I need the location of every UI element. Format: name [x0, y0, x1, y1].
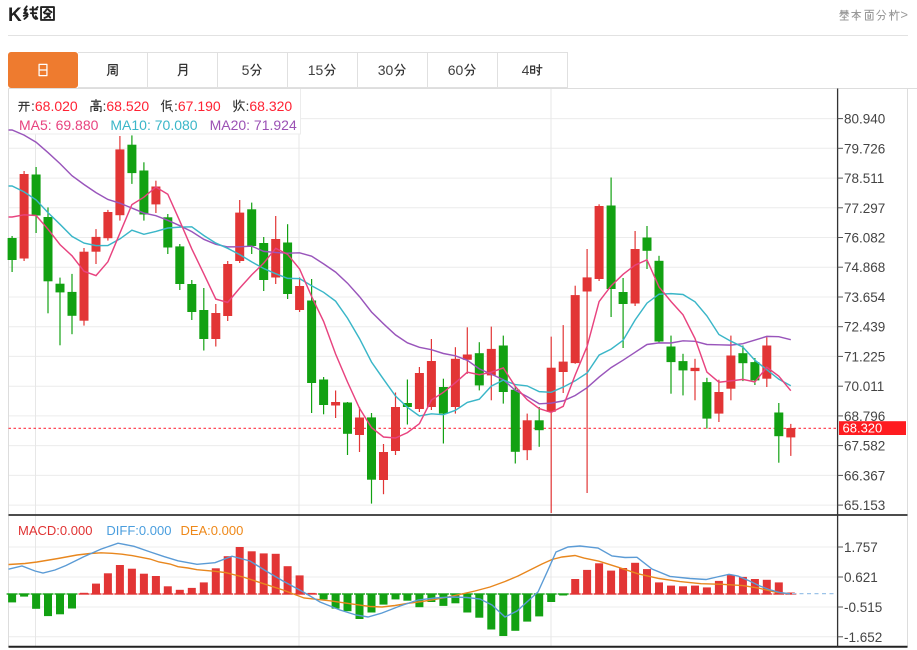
svg-text:68.796: 68.796 [844, 409, 885, 424]
svg-text:78.511: 78.511 [844, 171, 884, 186]
svg-text:68.320: 68.320 [843, 421, 883, 436]
svg-text:66.367: 66.367 [844, 468, 885, 483]
svg-text:-0.515: -0.515 [844, 600, 882, 615]
svg-text:0.621: 0.621 [844, 570, 878, 585]
svg-text:80.940: 80.940 [844, 112, 885, 127]
svg-text:70.011: 70.011 [844, 379, 884, 394]
svg-text:79.726: 79.726 [844, 141, 885, 156]
svg-text:77.297: 77.297 [844, 201, 885, 216]
svg-text:1.757: 1.757 [844, 540, 878, 555]
svg-text:71.225: 71.225 [844, 349, 885, 364]
svg-text:-1.652: -1.652 [844, 630, 882, 645]
svg-text:67.582: 67.582 [844, 439, 885, 454]
svg-text:74.868: 74.868 [844, 260, 885, 275]
svg-text:72.439: 72.439 [844, 320, 885, 335]
svg-text:76.082: 76.082 [844, 231, 885, 246]
svg-text:65.153: 65.153 [844, 498, 885, 513]
svg-text:73.654: 73.654 [844, 290, 886, 305]
